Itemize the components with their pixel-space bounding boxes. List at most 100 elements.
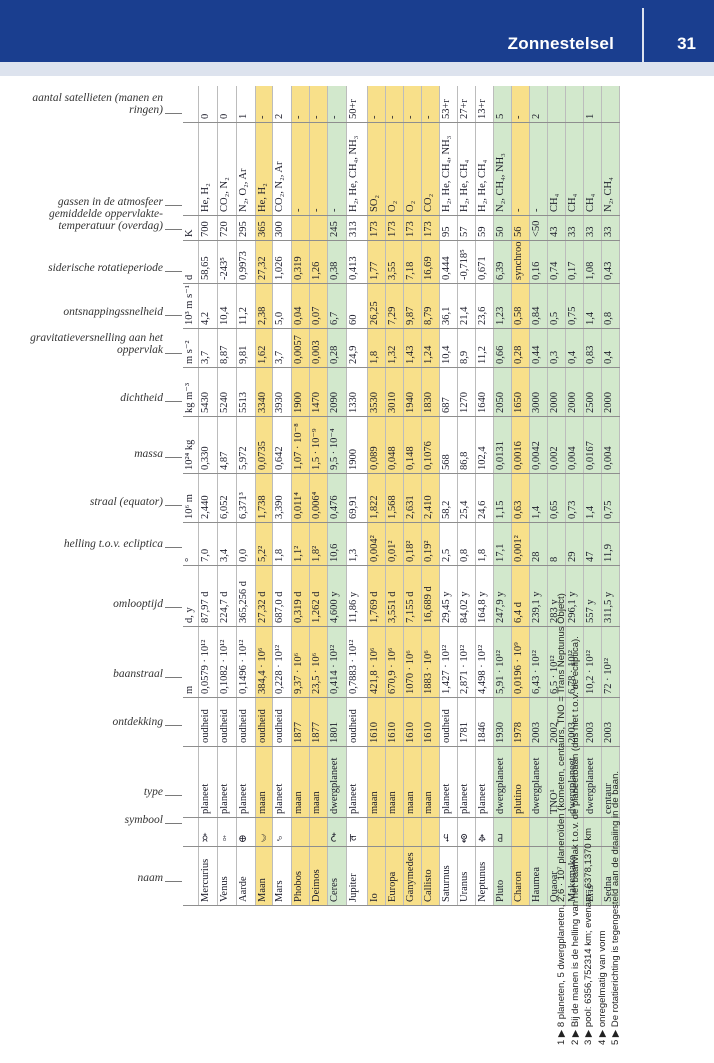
cell-text: 1,3 xyxy=(348,548,359,562)
cell-text: 0,319 xyxy=(293,256,304,280)
cell-text: 0,0 xyxy=(238,548,249,562)
page-header-bar: Zonnestelsel 31 xyxy=(0,0,714,62)
table-cell: 3930 xyxy=(272,367,292,417)
cell-text: - xyxy=(311,208,322,213)
table-cell: 25,4 xyxy=(457,473,476,523)
cell-text: 0,1082 · 10¹² xyxy=(219,639,230,694)
table-cell: 568 xyxy=(439,416,458,474)
cell-text: 670,9 · 10⁶ xyxy=(387,647,398,694)
leader-line xyxy=(165,205,182,206)
table-cell: 311,5 y xyxy=(601,565,620,627)
column-label-type: type xyxy=(143,786,163,798)
unit-cell: K xyxy=(183,215,199,241)
cell-text: Mars xyxy=(274,880,285,902)
table-cell: 0 xyxy=(217,86,237,123)
column-label-satellieten: aantal satellieten (manen en ringen) xyxy=(32,92,163,116)
cell-text: 26,25 xyxy=(369,301,380,325)
cell-text: 6,39 xyxy=(495,261,506,280)
table-cell: dwergplaneet xyxy=(529,746,548,818)
unit-text: m xyxy=(184,685,195,694)
table-cell: 9,81 xyxy=(236,328,256,368)
cell-text: 2,5 xyxy=(441,548,452,562)
table-cell: 1,8 xyxy=(475,522,494,566)
table-cell xyxy=(367,817,386,847)
table-cell: planeet xyxy=(198,746,218,818)
table-cell xyxy=(601,817,620,847)
table-cell: oudheid xyxy=(346,697,368,747)
cell-text: - xyxy=(329,115,340,120)
cell-text xyxy=(422,818,424,846)
cell-text xyxy=(310,216,312,240)
table-cell: 1,43 xyxy=(403,328,422,368)
cell-text: 5,0 xyxy=(274,311,285,325)
cell-text xyxy=(548,818,550,846)
table-cell: 50+r xyxy=(346,86,368,123)
table-cell: 0,16 xyxy=(529,240,548,284)
table-cell: 296,1 y xyxy=(565,565,584,627)
cell-text: 58,65 xyxy=(200,256,211,280)
cell-text: 0,5 xyxy=(549,311,560,325)
table-cell: 1,1² xyxy=(291,522,310,566)
table-cell: 0,28 xyxy=(511,328,530,368)
table-cell: Neptunus xyxy=(475,846,494,906)
table-cell: 0,83 xyxy=(583,328,602,368)
table-cell: 1978 xyxy=(511,697,530,747)
cell-text: 2050 xyxy=(495,392,506,413)
cell-text: 295 xyxy=(238,221,249,237)
cell-text: Io xyxy=(369,893,380,902)
cell-text: 7,18 xyxy=(405,261,416,280)
cell-text: ☾ xyxy=(257,831,268,843)
cell-text: 21,4 xyxy=(459,306,470,325)
leader-line xyxy=(165,113,182,114)
table-cell: 0,19² xyxy=(421,522,440,566)
table-cell: 1,4 xyxy=(583,473,602,523)
cell-text: N₂, O₂, Ar xyxy=(238,168,249,213)
cell-text: maan xyxy=(293,791,304,814)
table-cell: 0,17 xyxy=(565,240,584,284)
cell-text: 365 xyxy=(257,221,268,237)
table-cell: 1,3 xyxy=(346,522,368,566)
table-cell: 7,155 d xyxy=(403,565,422,627)
table-cell: planeet xyxy=(475,746,494,818)
cell-text: plutino xyxy=(513,784,524,814)
table-cell: 53+r xyxy=(439,86,458,123)
cell-text: 3010 xyxy=(387,392,398,413)
cell-text: 5240 xyxy=(219,392,230,413)
cell-text: 1900 xyxy=(293,392,304,413)
cell-text: 11,2 xyxy=(238,307,249,325)
cell-text: 4,498 · 10¹² xyxy=(477,644,488,694)
cell-text: 2 xyxy=(274,113,285,119)
cell-text: 3,4 xyxy=(219,548,230,562)
table-cell: -0,718⁵ xyxy=(457,240,476,284)
leader-line xyxy=(165,725,182,726)
table-cell: - xyxy=(511,122,530,216)
table-cell: 1,32 xyxy=(385,328,404,368)
cell-text: 0,0131 xyxy=(495,441,506,470)
table-cell: 1930 xyxy=(493,697,512,747)
cell-text: dwergplaneet xyxy=(531,757,542,814)
table-cell: 2090 xyxy=(327,367,347,417)
cell-text: 2,440 xyxy=(200,495,211,519)
unit-text: d xyxy=(184,274,195,280)
cell-text: oudheid xyxy=(200,709,211,743)
table-cell: 5 xyxy=(493,86,512,123)
table-cell: 11,2 xyxy=(475,328,494,368)
cell-text: dwergplaneet xyxy=(495,757,506,814)
table-cell: 1940 xyxy=(403,367,422,417)
table-cell: 0,1082 · 10¹² xyxy=(217,626,237,698)
table-cell: 0,73 xyxy=(565,473,584,523)
cell-text: 0,148 xyxy=(405,446,416,470)
table-cell: 95 xyxy=(439,215,458,241)
cell-text: H₂, He, CH₄, NH₃ xyxy=(348,135,359,212)
table-cell: CO₂, N₂, Ar xyxy=(272,122,292,216)
table-cell: 29 xyxy=(565,522,584,566)
cell-text: 1 xyxy=(238,113,249,119)
cell-text: 0,003 xyxy=(311,340,322,364)
table-cell: 0,228 · 10¹² xyxy=(272,626,292,698)
table-cell: 700 xyxy=(198,215,218,241)
table-cell: ⛢ xyxy=(457,817,476,847)
cell-text: 1,15 xyxy=(495,500,506,519)
table-cell: 23,5 · 10⁶ xyxy=(309,626,328,698)
cell-text: N₂, CH₄ xyxy=(603,177,614,212)
unit-cell xyxy=(183,697,199,747)
